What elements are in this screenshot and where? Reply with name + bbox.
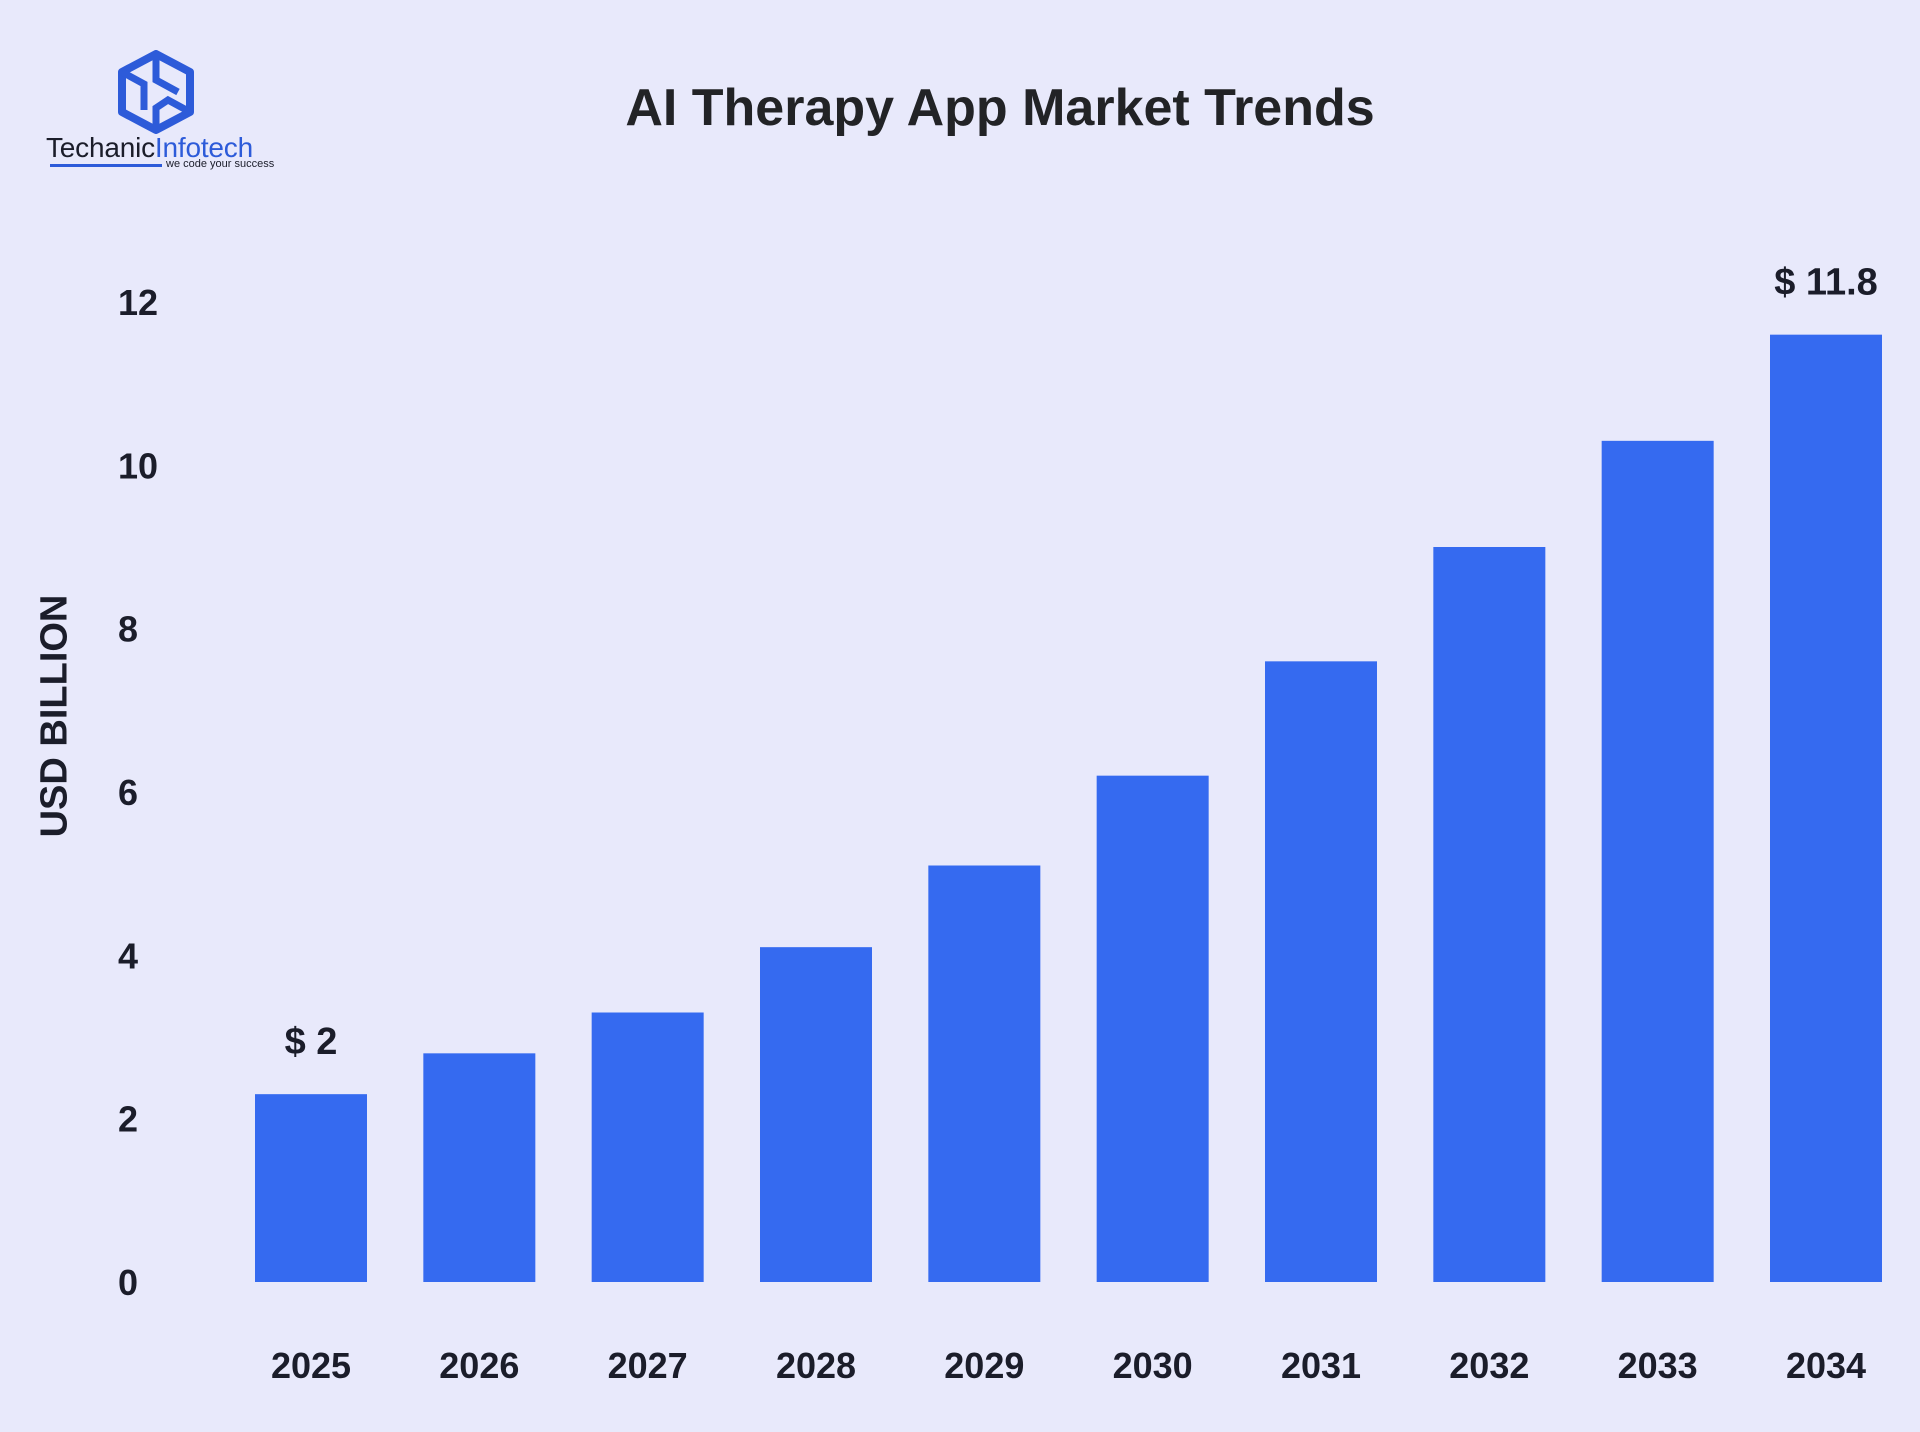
bar xyxy=(1265,661,1377,1282)
x-tick-label: 2027 xyxy=(608,1345,688,1386)
y-tick-label: 0 xyxy=(118,1262,138,1303)
chart-title-wrapper: AI Therapy App Market Trends xyxy=(0,78,1920,138)
brand-tagline: we code your success xyxy=(166,158,275,170)
bar xyxy=(1433,547,1546,1282)
bar xyxy=(1601,440,1714,1282)
bar xyxy=(760,947,872,1282)
y-tick-label: 12 xyxy=(118,282,158,323)
bar xyxy=(255,1094,367,1282)
x-tick-label: 2033 xyxy=(1618,1345,1698,1386)
y-tick-label: 2 xyxy=(118,1099,138,1140)
bar xyxy=(591,1012,704,1282)
y-tick-label: 4 xyxy=(118,935,138,976)
x-tick-label: 2028 xyxy=(776,1345,856,1386)
x-tick-label: 2030 xyxy=(1113,1345,1193,1386)
bar xyxy=(423,1053,536,1282)
bar xyxy=(1770,334,1882,1283)
cube-logo-icon xyxy=(118,50,194,134)
y-tick-label: 8 xyxy=(118,609,138,650)
y-tick-label: 6 xyxy=(118,772,138,813)
x-tick-label: 2025 xyxy=(271,1345,351,1386)
brand-logo: TechanicInfotech we code your success xyxy=(44,50,284,180)
y-tick-label: 10 xyxy=(118,445,158,486)
brand-name-part-2: Infotech xyxy=(154,132,253,163)
bar xyxy=(1096,775,1209,1282)
brand-wordmark: TechanicInfotech xyxy=(46,132,253,164)
data-label: $ 11.8 xyxy=(1774,262,1878,304)
chart-title: AI Therapy App Market Trends xyxy=(625,79,1375,137)
x-tick-label: 2032 xyxy=(1449,1345,1529,1386)
brand-underline xyxy=(50,164,162,167)
x-tick-label: 2026 xyxy=(439,1345,519,1386)
x-tick-label: 2031 xyxy=(1281,1345,1361,1386)
bar xyxy=(928,865,1041,1282)
data-label: $ 2 xyxy=(285,1021,338,1063)
x-tick-label: 2034 xyxy=(1786,1345,1866,1386)
x-tick-label: 2029 xyxy=(944,1345,1024,1386)
brand-name-part-1: Techanic xyxy=(46,132,155,163)
